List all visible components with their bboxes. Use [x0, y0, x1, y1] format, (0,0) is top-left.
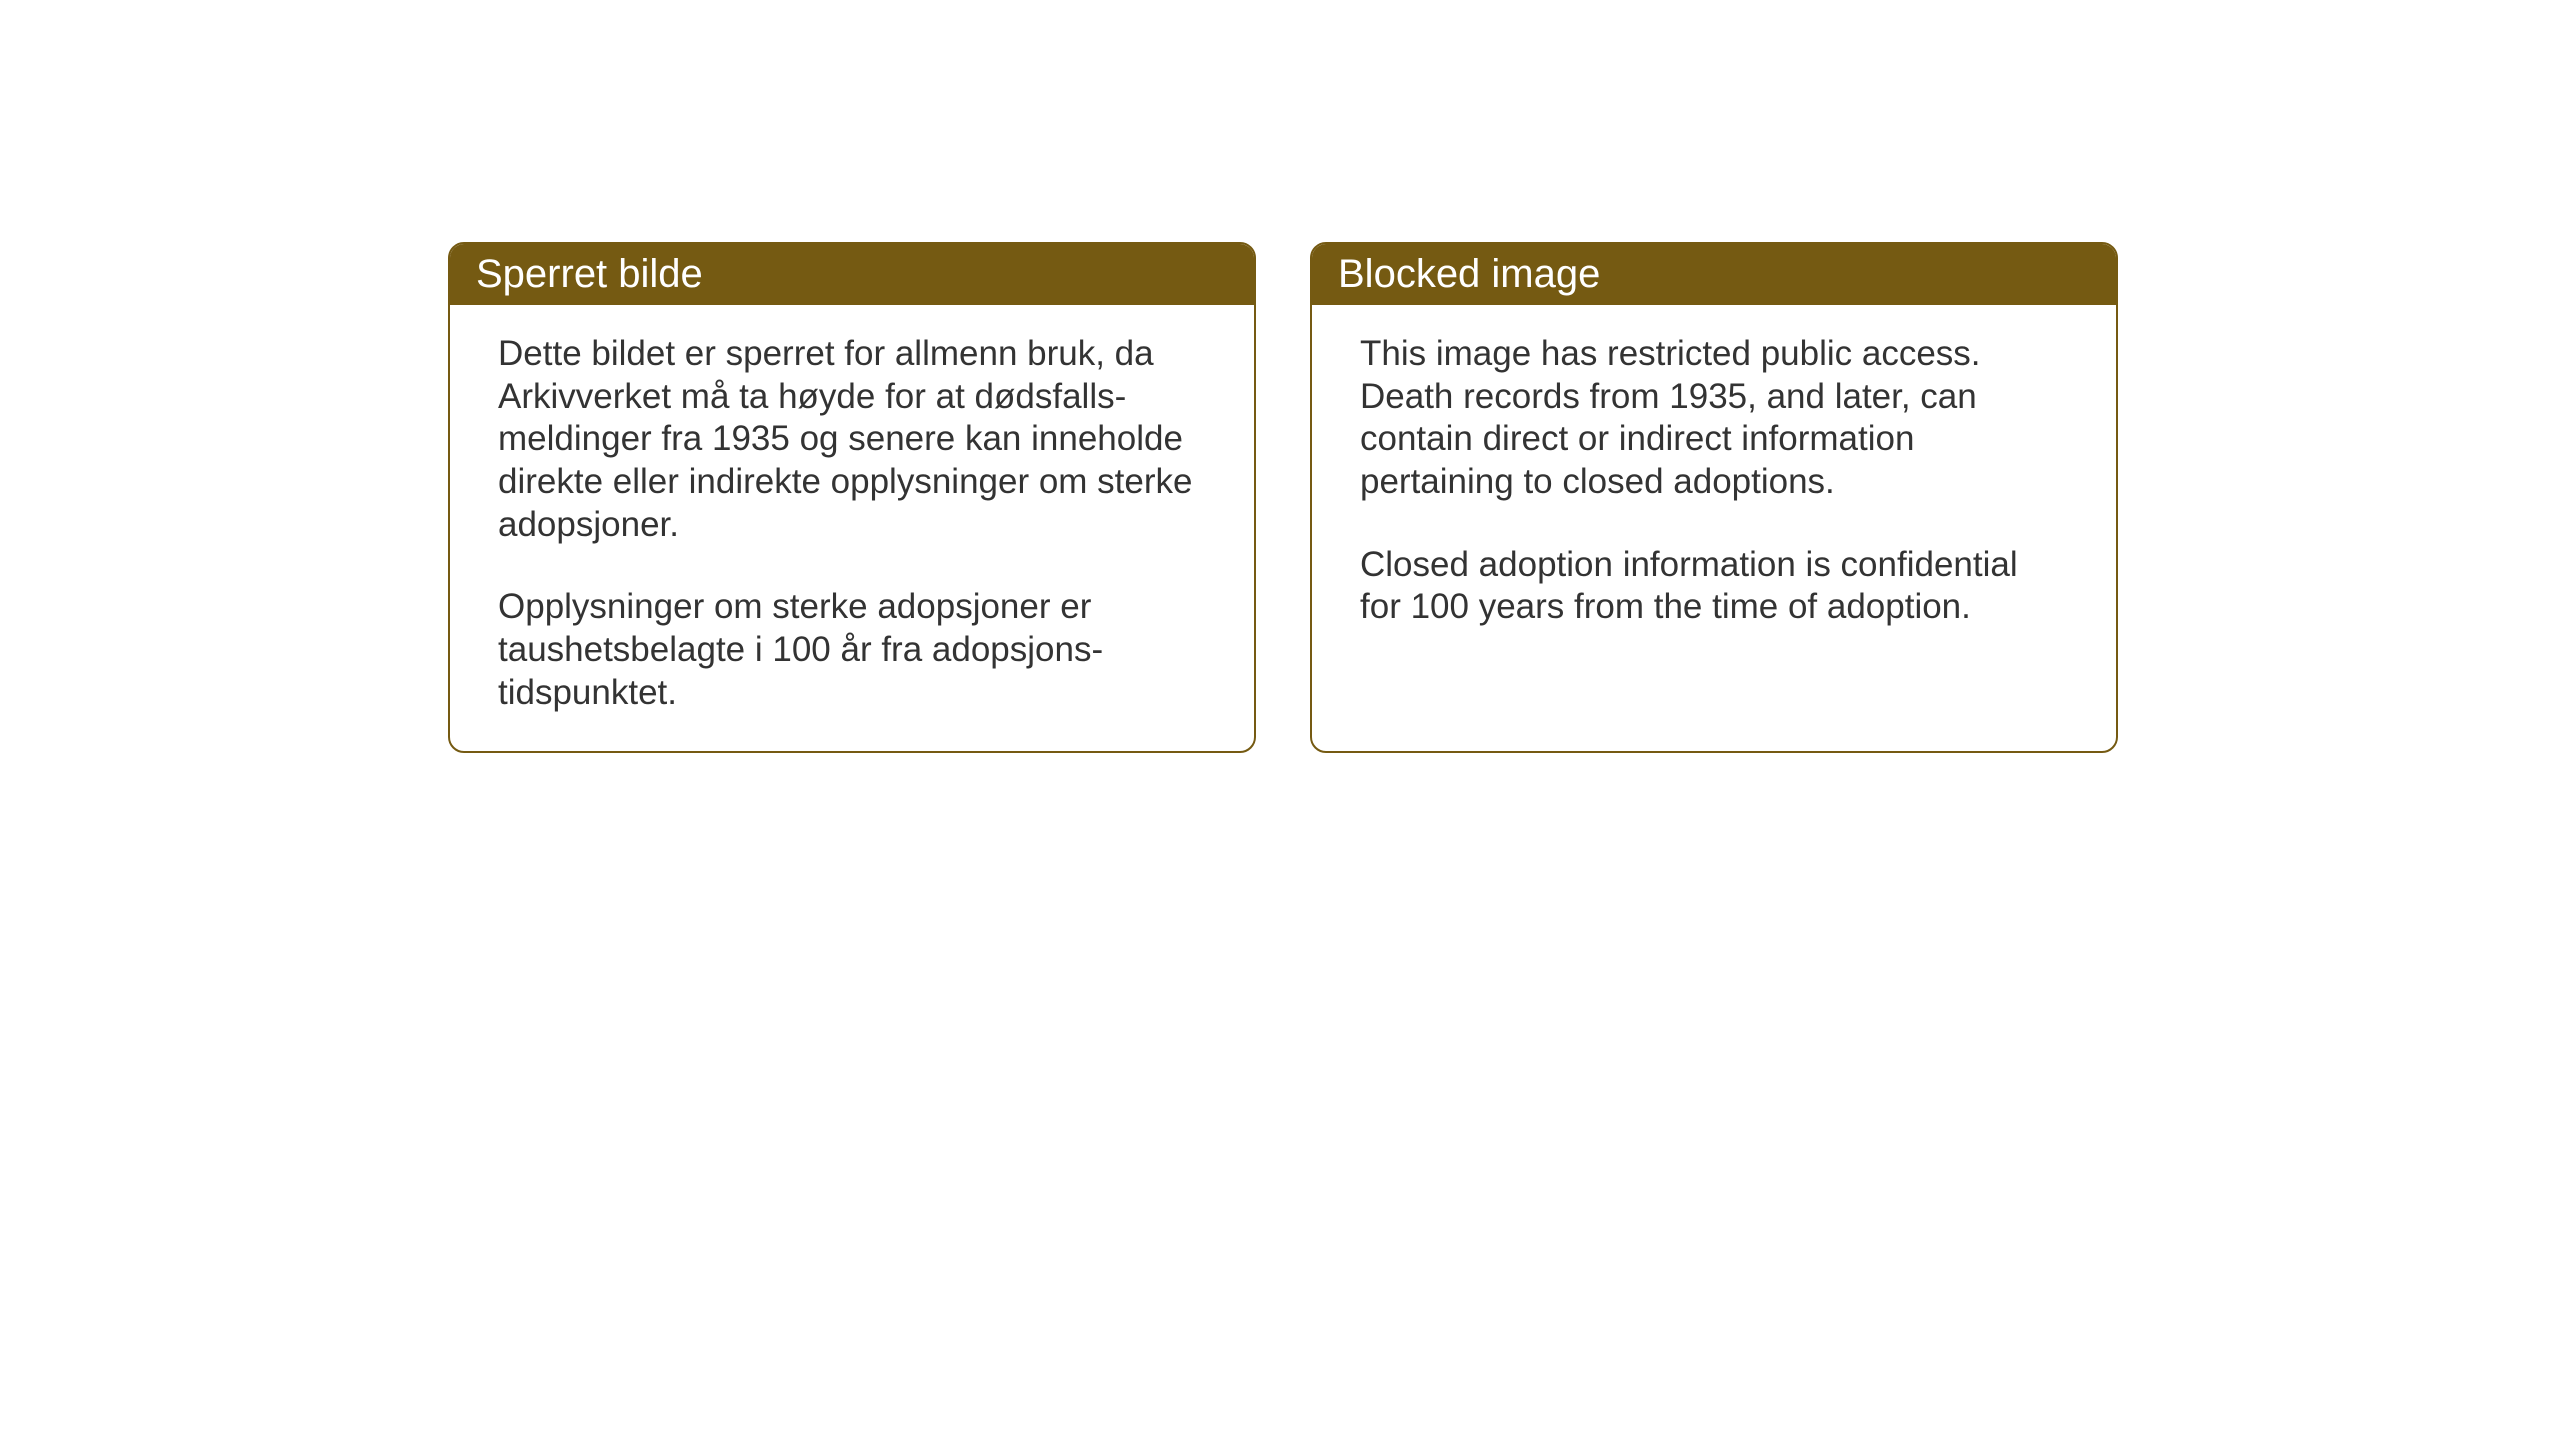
card-paragraph: Dette bildet er sperret for allmenn bruk…	[498, 333, 1206, 546]
card-body-norwegian: Dette bildet er sperret for allmenn bruk…	[450, 305, 1254, 751]
card-paragraph: Closed adoption information is confident…	[1360, 544, 2068, 629]
card-english: Blocked image This image has restricted …	[1310, 242, 2118, 753]
card-title: Sperret bilde	[476, 252, 703, 296]
card-norwegian: Sperret bilde Dette bildet er sperret fo…	[448, 242, 1256, 753]
card-title: Blocked image	[1338, 252, 1600, 296]
cards-container: Sperret bilde Dette bildet er sperret fo…	[448, 242, 2118, 753]
card-header-norwegian: Sperret bilde	[450, 244, 1254, 305]
card-paragraph: Opplysninger om sterke adopsjoner er tau…	[498, 586, 1206, 714]
card-paragraph: This image has restricted public access.…	[1360, 333, 2068, 504]
card-header-english: Blocked image	[1312, 244, 2116, 305]
card-body-english: This image has restricted public access.…	[1312, 305, 2116, 745]
